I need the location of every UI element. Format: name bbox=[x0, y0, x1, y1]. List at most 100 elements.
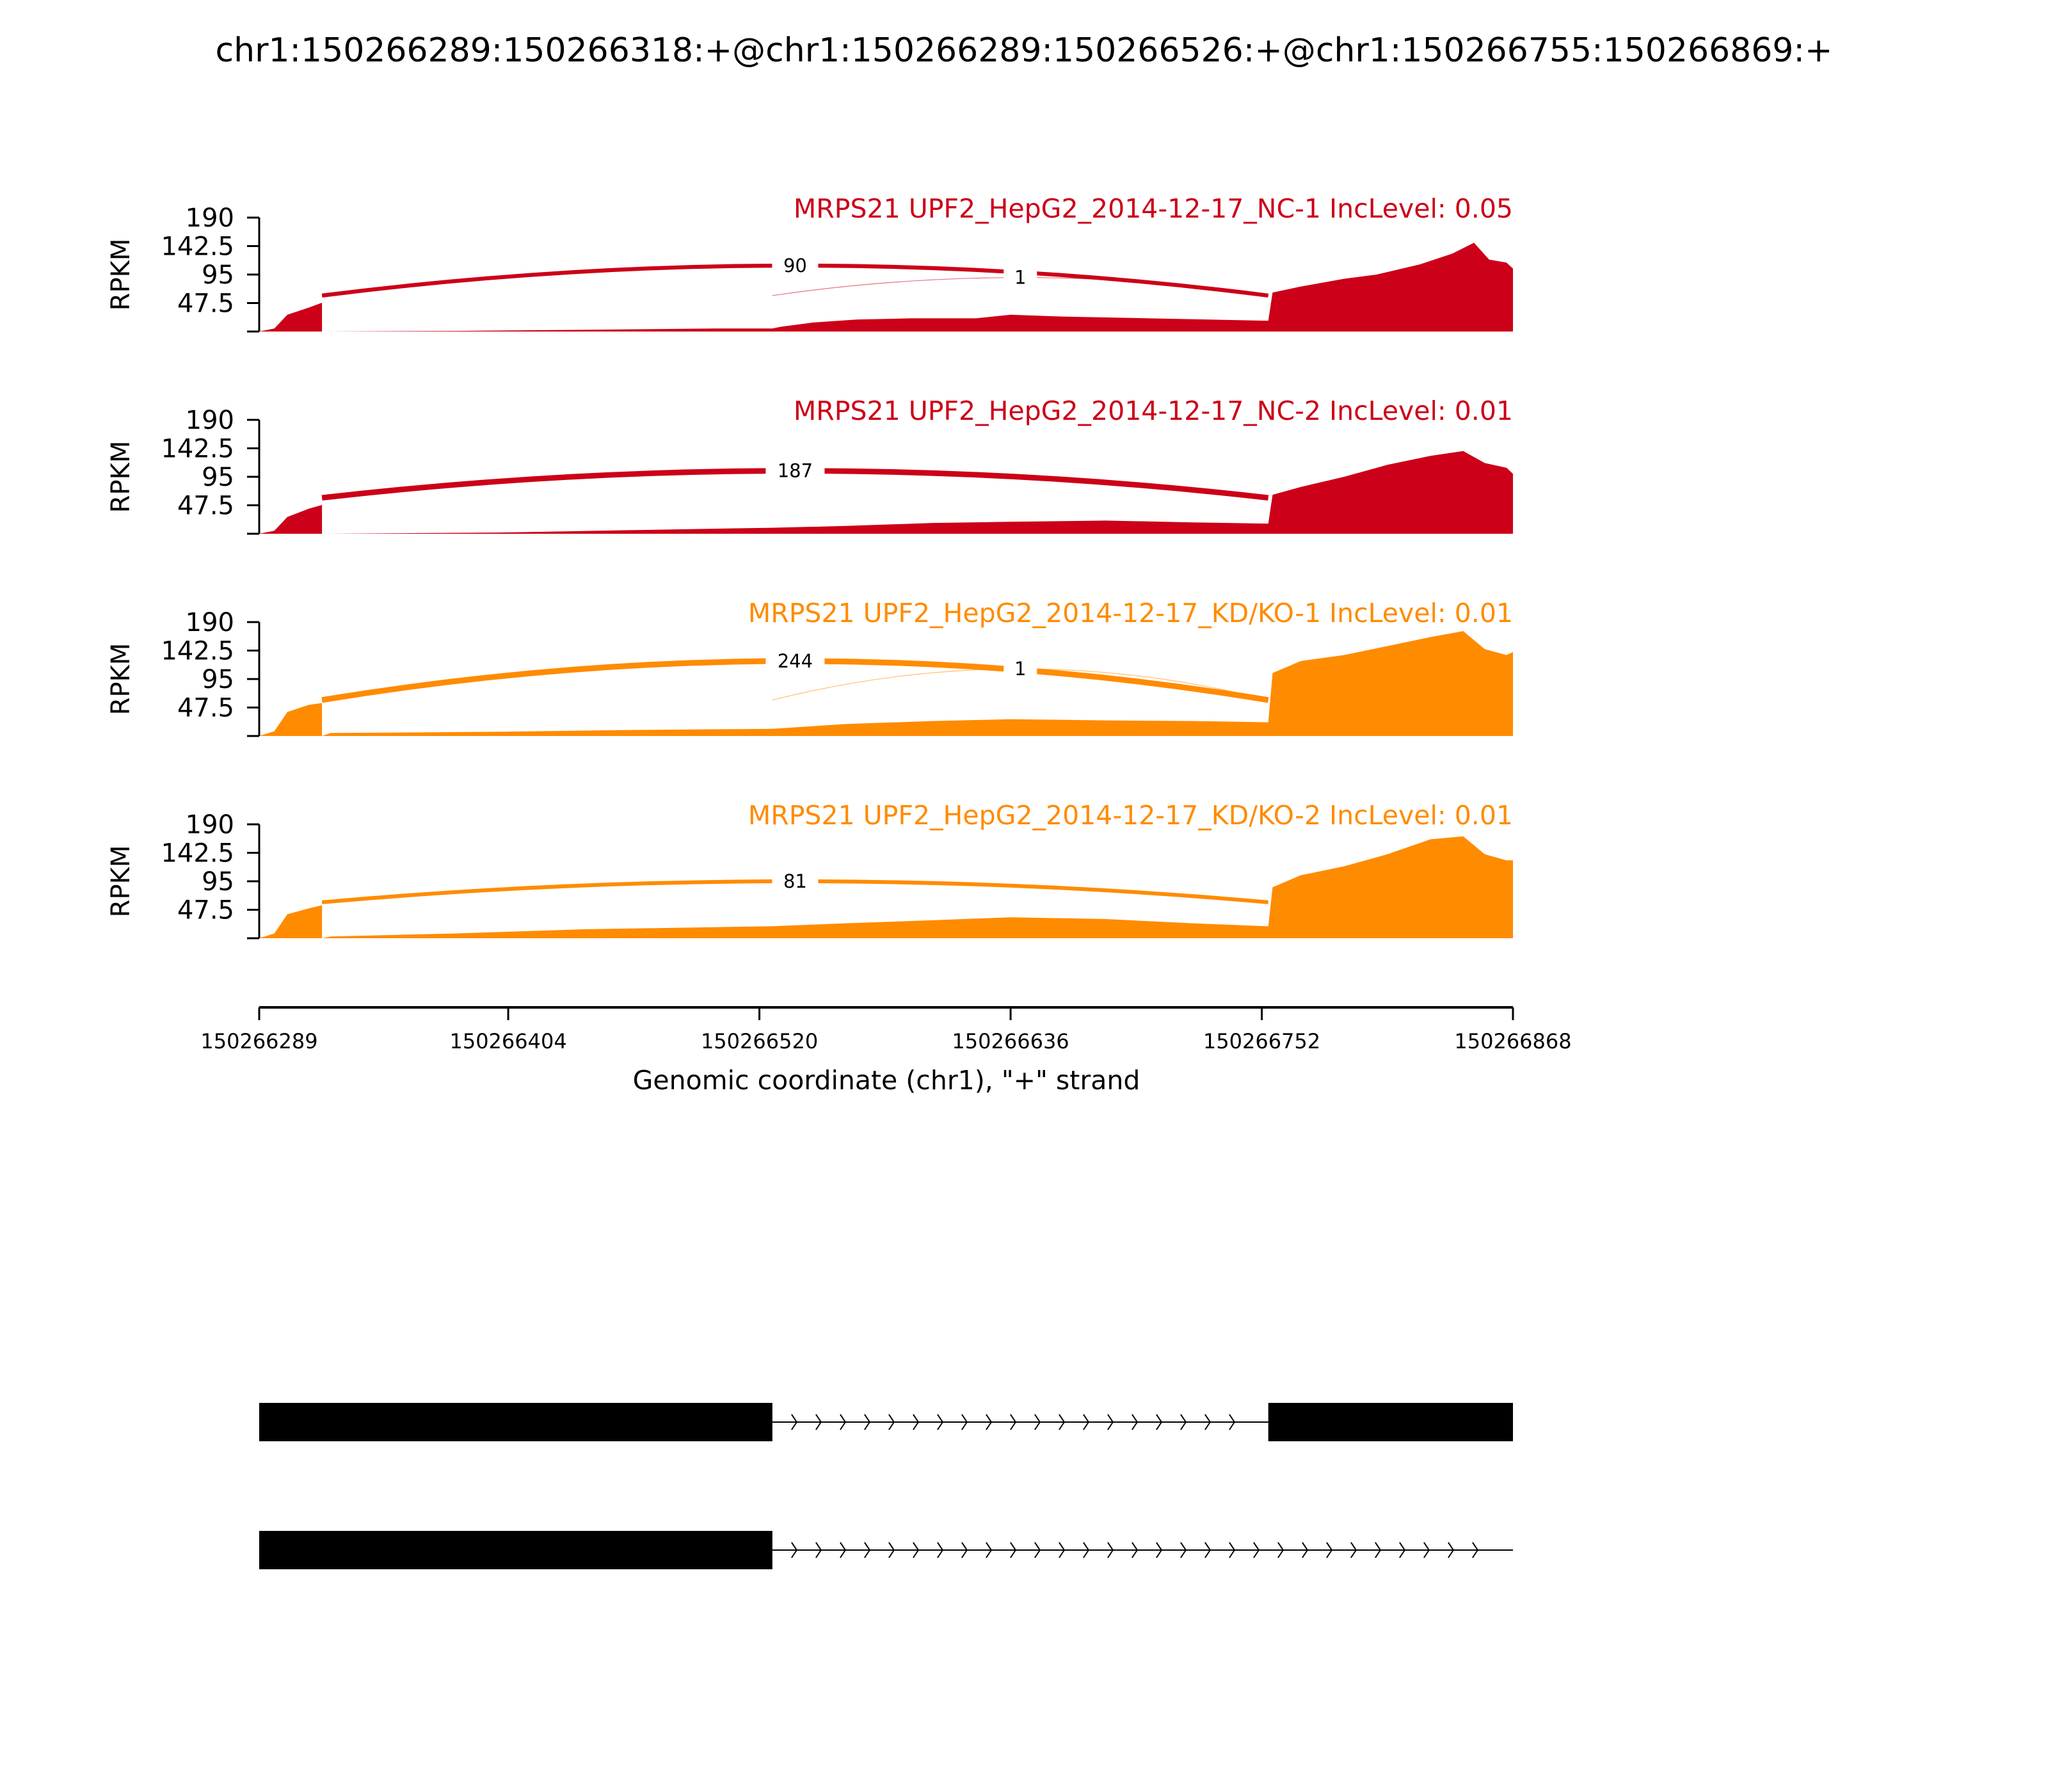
y-tick-label: 142.5 bbox=[161, 435, 234, 464]
coverage-area bbox=[259, 243, 1513, 332]
junction-count: 81 bbox=[783, 870, 807, 892]
strand-arrow bbox=[1156, 1542, 1163, 1558]
sample-label: MRPS21 UPF2_HepG2_2014-12-17_KD/KO-2 Inc… bbox=[748, 800, 1513, 831]
strand-arrow bbox=[1156, 1414, 1163, 1430]
strand-arrow bbox=[791, 1542, 798, 1558]
strand-arrow bbox=[815, 1414, 822, 1430]
y-tick-label: 47.5 bbox=[177, 289, 234, 319]
sample-label: MRPS21 UPF2_HepG2_2014-12-17_KD/KO-1 Inc… bbox=[748, 598, 1513, 628]
strand-arrow bbox=[888, 1414, 895, 1430]
strand-arrow bbox=[1180, 1542, 1187, 1558]
strand-arrow bbox=[888, 1542, 895, 1558]
strand-arrow bbox=[1204, 1542, 1212, 1558]
junction-label-bg bbox=[772, 868, 819, 893]
exon-block bbox=[1268, 1403, 1513, 1441]
x-axis: Genomic coordinate (chr1), "+" strand 15… bbox=[200, 1006, 1572, 1096]
y-axis-label: RPKM bbox=[106, 643, 136, 716]
strand-arrow bbox=[986, 1414, 993, 1430]
x-tick-label: 150266752 bbox=[1203, 1029, 1320, 1053]
x-axis-label: Genomic coordinate (chr1), "+" strand bbox=[633, 1065, 1140, 1096]
coverage-area bbox=[259, 836, 1513, 938]
strand-arrow bbox=[1107, 1542, 1114, 1558]
strand-arrow bbox=[815, 1542, 822, 1558]
sample-label: MRPS21 UPF2_HepG2_2014-12-17_NC-1 IncLev… bbox=[794, 193, 1513, 224]
junction-count: 187 bbox=[778, 460, 813, 482]
exon-block bbox=[259, 1531, 772, 1569]
strand-arrow bbox=[1302, 1542, 1309, 1558]
gene-models bbox=[259, 1403, 1513, 1569]
sample-label: MRPS21 UPF2_HepG2_2014-12-17_NC-2 IncLev… bbox=[794, 396, 1513, 426]
strand-arrow bbox=[840, 1542, 847, 1558]
strand-arrow bbox=[1059, 1414, 1066, 1430]
strand-arrow bbox=[937, 1414, 944, 1430]
junction-label-bg bbox=[765, 458, 825, 483]
strand-arrow bbox=[1277, 1542, 1284, 1558]
strand-arrow bbox=[1132, 1542, 1139, 1558]
strand-arrow bbox=[1472, 1542, 1479, 1558]
x-tick-label: 150266289 bbox=[200, 1029, 317, 1053]
strand-arrow bbox=[1010, 1414, 1017, 1430]
y-tick-label: 190 bbox=[186, 406, 234, 435]
gene-model-1 bbox=[259, 1403, 1513, 1441]
strand-arrow bbox=[840, 1414, 847, 1430]
junction-label-bg bbox=[1004, 264, 1037, 289]
strand-arrow bbox=[986, 1542, 993, 1558]
strand-arrow bbox=[961, 1542, 968, 1558]
y-axis-label: RPKM bbox=[106, 239, 136, 311]
y-axis-label: RPKM bbox=[106, 441, 136, 513]
strand-arrow bbox=[791, 1414, 798, 1430]
x-tick-label: 150266404 bbox=[449, 1029, 566, 1053]
strand-arrow bbox=[1180, 1414, 1187, 1430]
strand-arrow bbox=[1204, 1414, 1212, 1430]
y-tick-label: 95 bbox=[202, 867, 234, 897]
strand-arrow bbox=[1083, 1414, 1090, 1430]
junction-count: 90 bbox=[783, 255, 807, 276]
strand-arrow bbox=[1010, 1542, 1017, 1558]
strand-arrow bbox=[1083, 1542, 1090, 1558]
strand-arrow bbox=[1399, 1542, 1406, 1558]
junction-label-bg bbox=[1004, 656, 1037, 681]
strand-arrow bbox=[1059, 1542, 1066, 1558]
y-tick-label: 95 bbox=[202, 665, 234, 694]
junction-label-bg bbox=[772, 252, 819, 277]
strand-arrow bbox=[1229, 1414, 1236, 1430]
strand-arrow bbox=[1107, 1414, 1114, 1430]
junction-count: 244 bbox=[778, 650, 813, 672]
y-tick-label: 47.5 bbox=[177, 896, 234, 925]
y-tick-label: 47.5 bbox=[177, 492, 234, 521]
strand-arrow bbox=[864, 1542, 871, 1558]
y-tick-label: 190 bbox=[186, 204, 234, 233]
gene-model-2 bbox=[259, 1531, 1513, 1569]
strand-arrow bbox=[937, 1542, 944, 1558]
strand-arrow bbox=[961, 1414, 968, 1430]
y-tick-label: 190 bbox=[186, 810, 234, 840]
y-tick-label: 142.5 bbox=[161, 839, 234, 868]
strand-arrow bbox=[1326, 1542, 1333, 1558]
junction-label-bg bbox=[765, 648, 825, 673]
x-tick-label: 150266520 bbox=[701, 1029, 818, 1053]
junction-count: 1 bbox=[1014, 658, 1026, 680]
strand-arrow bbox=[1448, 1542, 1455, 1558]
y-tick-label: 95 bbox=[202, 260, 234, 290]
strand-arrow bbox=[1375, 1542, 1382, 1558]
coverage-area bbox=[259, 451, 1513, 534]
chart-title: chr1:150266289:150266318:+@chr1:15026628… bbox=[216, 31, 1833, 70]
strand-arrow bbox=[1132, 1414, 1139, 1430]
x-tick-label: 150266868 bbox=[1454, 1029, 1571, 1053]
junction-count: 1 bbox=[1014, 267, 1026, 289]
x-tick-label: 150266636 bbox=[952, 1029, 1069, 1053]
strand-arrow bbox=[913, 1542, 920, 1558]
strand-arrow bbox=[1034, 1414, 1041, 1430]
strand-arrow bbox=[1350, 1542, 1357, 1558]
y-tick-label: 47.5 bbox=[177, 694, 234, 723]
y-tick-label: 142.5 bbox=[161, 637, 234, 666]
strand-arrow bbox=[1423, 1542, 1430, 1558]
y-tick-label: 142.5 bbox=[161, 232, 234, 262]
strand-arrow bbox=[1253, 1542, 1260, 1558]
